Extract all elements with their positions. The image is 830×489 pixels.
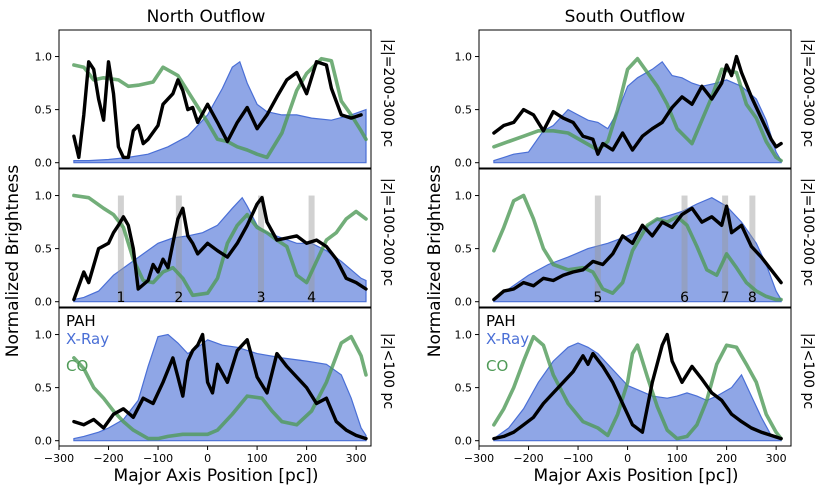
x-tick-label: 100 <box>667 452 688 465</box>
panel-frame <box>478 29 792 169</box>
legend-xray-north: X-Ray <box>66 330 109 348</box>
y-tick-label: 1.0 <box>455 51 473 64</box>
row-label-north-top: |z|=200-300 pc <box>380 39 396 147</box>
panel-north-top: 0.0 0.5 1.0 <box>35 29 372 172</box>
row-label-south-mid: |z|=100-200 pc <box>800 178 816 286</box>
marker-label-3: 3 <box>257 290 266 306</box>
y-tick-label: 0.0 <box>455 296 473 309</box>
marker-label-2: 2 <box>174 290 183 306</box>
series-pah-line <box>72 332 368 441</box>
series-xray-area <box>73 196 367 303</box>
panel-frame <box>478 307 792 447</box>
marker-band-1 <box>117 195 124 302</box>
marker-band-5 <box>594 195 601 302</box>
x-tick-label: 200 <box>296 452 317 465</box>
legend-co-south: CO <box>486 357 508 375</box>
y-axis-label-right: Normalized Brightness <box>425 165 445 358</box>
x-tick-label: 0 <box>204 452 211 465</box>
legend-xray-south: X-Ray <box>486 330 529 348</box>
marker-label-7: 7 <box>721 290 730 306</box>
series-xray-area <box>73 60 367 164</box>
panel-north-mid: 1 2 3 4 0.0 0.5 1.0 <box>35 168 372 311</box>
y-tick-label: 0.0 <box>455 157 473 170</box>
y-tick-label: 0.0 <box>455 435 473 448</box>
series-xray-area <box>493 60 782 164</box>
x-axis-label-south: Major Axis Position [pc]) <box>534 466 739 486</box>
series-co-line <box>492 193 783 302</box>
panel-south-top: 0.0 0.5 1.0 <box>455 29 792 172</box>
y-tick-label: 1.0 <box>35 329 53 342</box>
series-co-line <box>492 334 783 441</box>
y-tick-label: 0.0 <box>35 157 53 170</box>
row-label-north-mid: |z|=100-200 pc <box>380 178 396 286</box>
y-tick-label: 0.0 <box>35 296 53 309</box>
row-label-south-top: |z|=200-300 pc <box>800 39 816 147</box>
series-pah-line <box>72 195 368 302</box>
marker-band-7 <box>722 195 729 302</box>
marker-band-4 <box>308 195 315 302</box>
y-tick-label: 0.5 <box>35 104 53 117</box>
series-pah-line <box>492 332 783 441</box>
column-title-south: South Outflow <box>565 7 686 27</box>
y-tick-label: 1.0 <box>35 51 53 64</box>
row-label-south-bottom: |z|<100 pc <box>800 333 816 409</box>
series-pah-line <box>492 54 783 156</box>
panel-south-bottom: 0.0 0.5 1.0 −300 −200 −100 0 100 200 300 <box>455 307 792 465</box>
marker-label-8: 8 <box>748 290 757 306</box>
x-tick-label: 0 <box>624 452 631 465</box>
panel-frame <box>58 29 372 169</box>
marker-band-3 <box>258 195 265 302</box>
y-tick-label: 0.5 <box>455 104 473 117</box>
marker-label-4: 4 <box>307 290 316 306</box>
y-tick-label: 0.5 <box>35 382 53 395</box>
marker-band-6 <box>681 195 688 302</box>
labels-layer: North Outflow South Outflow Normalized B… <box>3 7 816 486</box>
series-co-line <box>72 193 368 298</box>
x-tick-label: −300 <box>44 452 74 465</box>
marker-label-6: 6 <box>680 290 689 306</box>
x-tick-label: −300 <box>464 452 494 465</box>
series-pah-line <box>72 60 363 160</box>
panel-frame <box>58 168 372 308</box>
y-tick-label: 0.0 <box>35 435 53 448</box>
marker-band-2 <box>175 195 182 302</box>
x-tick-label: 100 <box>247 452 268 465</box>
legend-pah-south: PAH <box>486 312 516 330</box>
row-label-north-bottom: |z|<100 pc <box>380 333 396 409</box>
y-tick-label: 0.5 <box>455 243 473 256</box>
x-tick-label: 200 <box>716 452 737 465</box>
x-axis-label-north: Major Axis Position [pc]) <box>114 466 319 486</box>
y-tick-label: 1.0 <box>35 190 53 203</box>
y-tick-label: 1.0 <box>455 329 473 342</box>
column-title-north: North Outflow <box>147 7 266 27</box>
legend-co-north: CO <box>66 357 88 375</box>
y-axis-label-left: Normalized Brightness <box>3 165 23 358</box>
y-tick-label: 0.5 <box>455 382 473 395</box>
x-tick-label: −200 <box>513 452 543 465</box>
y-tick-label: 0.5 <box>35 243 53 256</box>
series-pah-line <box>492 204 783 302</box>
panel-frame <box>478 168 792 308</box>
x-tick-label: −100 <box>143 452 173 465</box>
x-tick-label: 300 <box>766 452 787 465</box>
y-tick-label: 1.0 <box>455 190 473 203</box>
x-tick-label: 300 <box>346 452 367 465</box>
x-tick-label: −100 <box>563 452 593 465</box>
marker-label-1: 1 <box>116 290 125 306</box>
panel-south-mid: 5 6 7 8 0.0 0.5 1.0 <box>455 168 792 311</box>
panel-north-bottom: 0.0 0.5 1.0 −300 −200 −100 0 100 200 300 <box>35 307 372 465</box>
x-tick-label: −200 <box>93 452 123 465</box>
legend-pah-north: PAH <box>66 312 96 330</box>
panels-layer: 0.0 0.5 1.0 1 2 3 4 0.0 0.5 1.0 0.0 0.5 1.0 −300 −200 −… <box>35 29 792 465</box>
marker-label-5: 5 <box>593 290 602 306</box>
panel-frame <box>58 307 372 447</box>
series-co-line <box>492 56 783 163</box>
